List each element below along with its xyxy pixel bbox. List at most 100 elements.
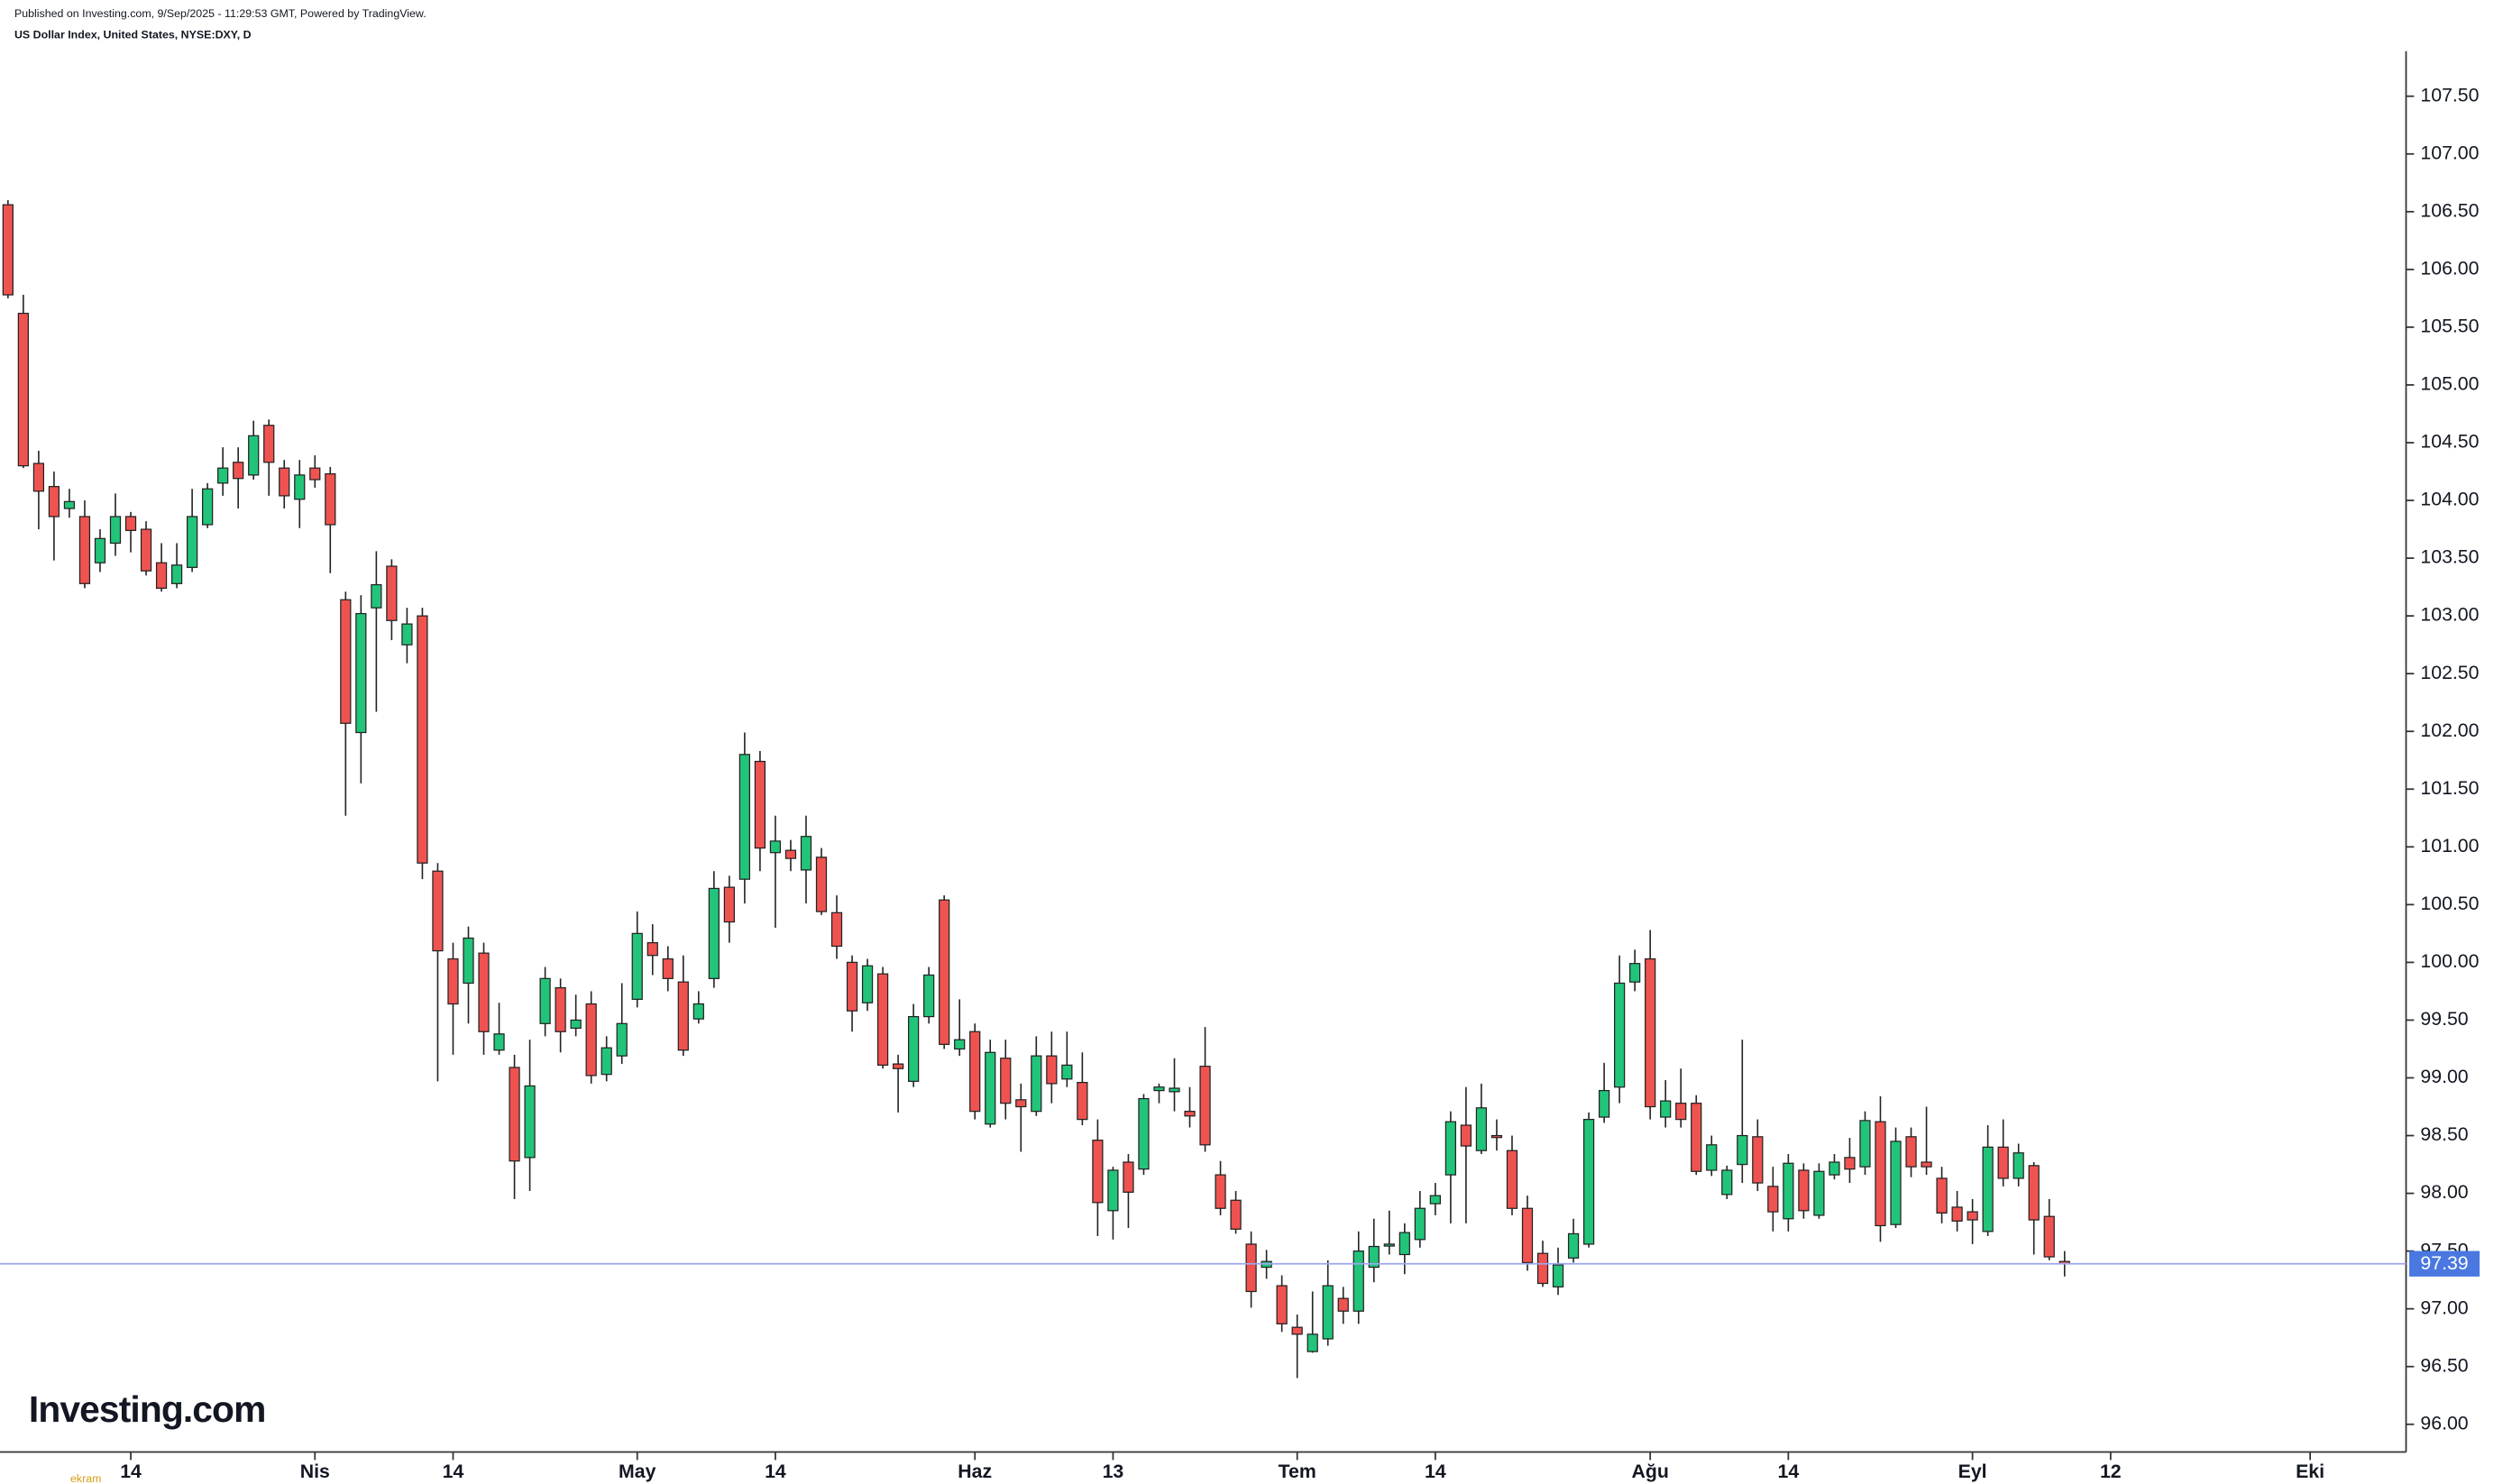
candle-body — [1291, 1326, 1303, 1335]
candle-body — [340, 599, 352, 724]
y-tick-label: 101.50 — [2420, 777, 2479, 799]
candle-body — [1368, 1245, 1380, 1269]
candle-body — [954, 1039, 966, 1050]
candle-body — [800, 836, 812, 871]
candle-body — [124, 516, 137, 531]
candle-body — [830, 911, 843, 948]
x-tick-label: 13 — [1103, 1461, 1124, 1482]
candle-body — [1737, 1134, 1748, 1166]
candle-body — [2043, 1215, 2055, 1258]
last-price-label: 97.39 — [2420, 1252, 2468, 1274]
x-tick-label: Eki — [2296, 1461, 2324, 1482]
candle-body — [233, 462, 244, 480]
y-tick-label: 96.50 — [2420, 1354, 2468, 1376]
y-tick-label: 96.00 — [2420, 1412, 2468, 1434]
x-tick-label: Nis — [300, 1461, 330, 1482]
candle-body — [1567, 1232, 1580, 1259]
candle-body — [1475, 1107, 1488, 1151]
candle-body — [140, 528, 152, 572]
candle-body — [1245, 1243, 1257, 1293]
y-tick-label: 99.00 — [2420, 1066, 2468, 1087]
candle-body — [1859, 1120, 1871, 1168]
candle-body — [1721, 1169, 1733, 1195]
candle-body — [1767, 1186, 1779, 1213]
last-price-box — [2409, 1250, 2480, 1277]
candle-body — [309, 467, 321, 481]
candle-body — [447, 957, 459, 1005]
candle-body — [1015, 1099, 1027, 1108]
candle-body — [846, 961, 858, 1012]
candle-body — [662, 957, 674, 979]
candle-body — [1046, 1055, 1058, 1085]
candle-body — [923, 974, 935, 1018]
y-tick-label: 98.00 — [2420, 1181, 2468, 1203]
candle-body — [1675, 1103, 1687, 1121]
watermark: ekram — [70, 1472, 101, 1484]
candle-body — [1460, 1124, 1472, 1147]
x-tick-label: 14 — [443, 1461, 464, 1482]
candle-body — [1276, 1285, 1288, 1324]
candle-body — [1536, 1252, 1549, 1285]
candle-body — [815, 857, 828, 912]
candle-body — [2013, 1152, 2024, 1179]
candle-body — [1921, 1161, 1932, 1168]
candle-body — [1691, 1103, 1702, 1172]
candle-body — [939, 899, 950, 1045]
candle-body — [1092, 1140, 1104, 1204]
candle-body — [1614, 982, 1626, 1088]
candle-body — [1107, 1169, 1119, 1212]
x-tick-label: 14 — [1778, 1461, 1800, 1482]
candle-body — [279, 467, 290, 497]
x-tick-label: Eyl — [1958, 1461, 1987, 1482]
candle-body — [524, 1085, 536, 1159]
candle-body — [109, 516, 122, 545]
candle-body — [1813, 1170, 1825, 1216]
candle-body — [355, 612, 367, 734]
candle-body — [1951, 1206, 1963, 1222]
x-tick-label: 12 — [2100, 1461, 2122, 1482]
candle-body — [1967, 1211, 1978, 1221]
candle-body — [325, 472, 336, 526]
candle-body — [1031, 1055, 1042, 1113]
candle-body — [478, 952, 490, 1032]
candle-body — [723, 886, 735, 923]
candle-body — [708, 887, 720, 979]
candle-body — [1890, 1140, 1902, 1225]
y-tick-label: 103.50 — [2420, 546, 2479, 568]
candle-body — [202, 488, 214, 526]
candle-body — [509, 1067, 520, 1162]
candle-body — [1645, 957, 1656, 1108]
candle-body — [754, 760, 766, 849]
x-tick-label: Tem — [1279, 1461, 1316, 1482]
logo: Investing.com — [29, 1388, 266, 1430]
y-tick-label: 104.00 — [2420, 489, 2479, 510]
candle-body — [248, 435, 260, 476]
published-note: Published on Investing.com, 9/Sep/2025 -… — [14, 7, 426, 20]
candle-body — [784, 849, 797, 859]
candle-body — [876, 973, 889, 1067]
candle-body — [1875, 1121, 1886, 1227]
candle-body — [1706, 1144, 1718, 1171]
candle-body — [2028, 1165, 2040, 1221]
candle-body — [861, 965, 874, 1003]
candle-body — [186, 516, 198, 568]
y-tick-label: 103.00 — [2420, 604, 2479, 626]
candle-body — [692, 1003, 704, 1020]
candle-body — [1398, 1232, 1410, 1256]
candle-body — [63, 500, 76, 509]
x-tick-label: 14 — [120, 1461, 142, 1482]
candle-body — [386, 565, 398, 621]
y-tick-label: 102.00 — [2420, 719, 2479, 741]
candle-body — [1352, 1250, 1364, 1312]
candle-body — [1061, 1064, 1073, 1080]
candle-body — [401, 623, 413, 646]
candle-body — [78, 516, 91, 584]
chart-title: US Dollar Index, United States, NYSE:DXY… — [14, 28, 252, 41]
candle-body — [1077, 1082, 1088, 1121]
candle-body — [1383, 1243, 1395, 1247]
candle-body — [1490, 1134, 1503, 1139]
candle-body — [631, 932, 643, 1001]
candle-body — [1414, 1207, 1426, 1241]
